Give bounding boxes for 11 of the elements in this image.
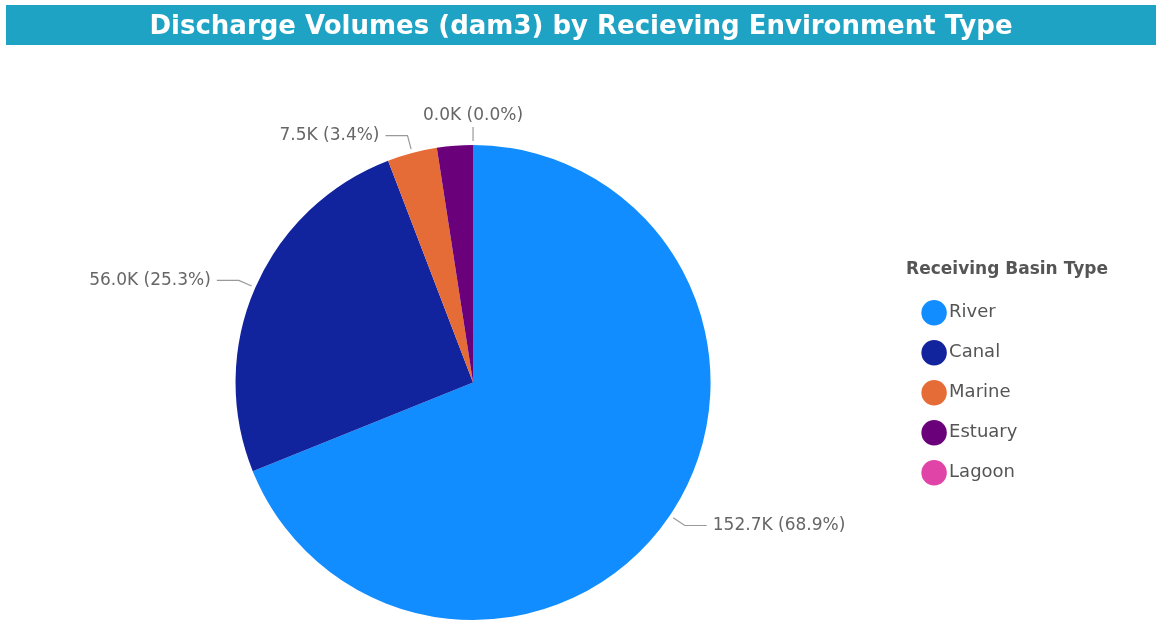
text: 0.0K (0.0%): [423, 103, 524, 124]
data-label: 7.5K (3.4%): [279, 123, 380, 144]
legend-title: Receiving Basin Type: [906, 258, 1109, 279]
legend-label: Lagoon: [949, 460, 1016, 482]
chart-title: Discharge Volumes (dam3) by Recieving Environment Type: [6, 5, 1156, 45]
data-label: 56.0K (25.3%): [89, 268, 211, 289]
legend-label: River: [949, 300, 997, 322]
legend-label: Canal: [949, 340, 1001, 362]
legend-label: Marine: [949, 380, 1011, 402]
data-label: 152.7K (68.9%): [712, 513, 846, 534]
legend-label: Estuary: [949, 420, 1018, 442]
